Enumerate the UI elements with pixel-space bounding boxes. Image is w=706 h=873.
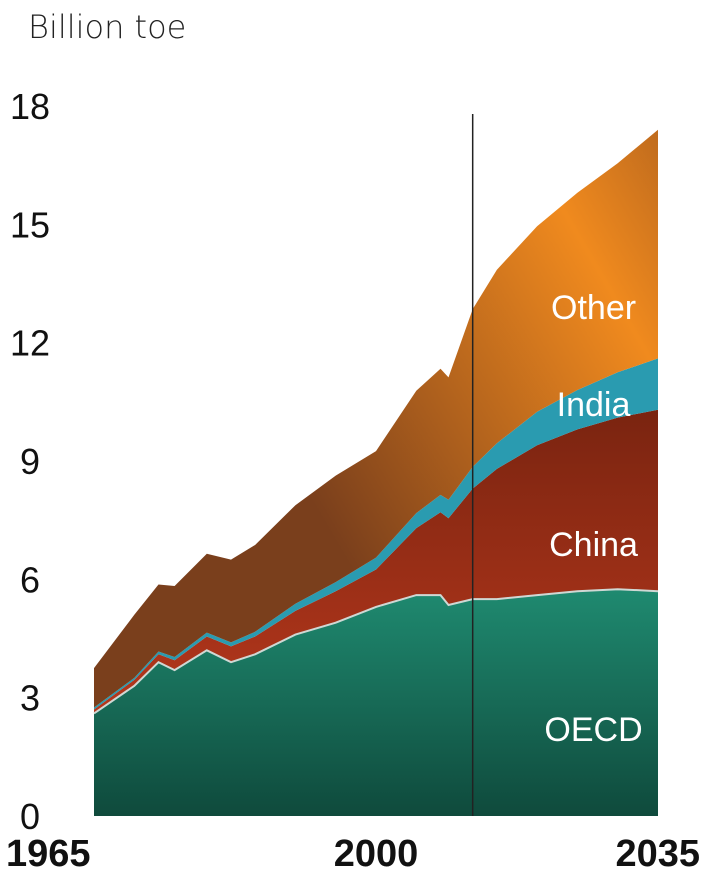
y-axis-ticks: 0 3 6 9 12 15 18 — [10, 86, 50, 837]
series-label-oecd: OECD — [544, 711, 642, 749]
y-tick-label: 12 — [10, 323, 50, 364]
series-label-india: India — [557, 386, 631, 424]
x-axis-ticks: 1965 2000 2035 — [6, 833, 700, 873]
area-other — [94, 129, 658, 708]
y-tick-label: 0 — [20, 796, 40, 837]
x-tick-label: 2000 — [334, 833, 419, 873]
boundary-oecd — [93, 588, 659, 715]
x-tick-label: 1965 — [6, 833, 91, 873]
series-label-other: Other — [551, 289, 636, 327]
area-india — [94, 358, 658, 710]
y-tick-label: 6 — [20, 559, 40, 600]
series-label-china: China — [549, 526, 638, 564]
y-axis-unit-label: Billion toe — [28, 8, 187, 46]
series-boundaries — [93, 114, 659, 816]
area-china — [94, 409, 658, 714]
y-tick-label: 9 — [20, 441, 40, 482]
y-tick-label: 3 — [20, 678, 40, 719]
x-tick-label: 2035 — [615, 833, 700, 873]
series-areas — [94, 129, 658, 816]
y-tick-label: 15 — [10, 204, 50, 245]
area-oecd — [94, 589, 658, 816]
series-inline-labels: Other India China OECD — [544, 289, 642, 749]
y-tick-label: 18 — [10, 86, 50, 127]
